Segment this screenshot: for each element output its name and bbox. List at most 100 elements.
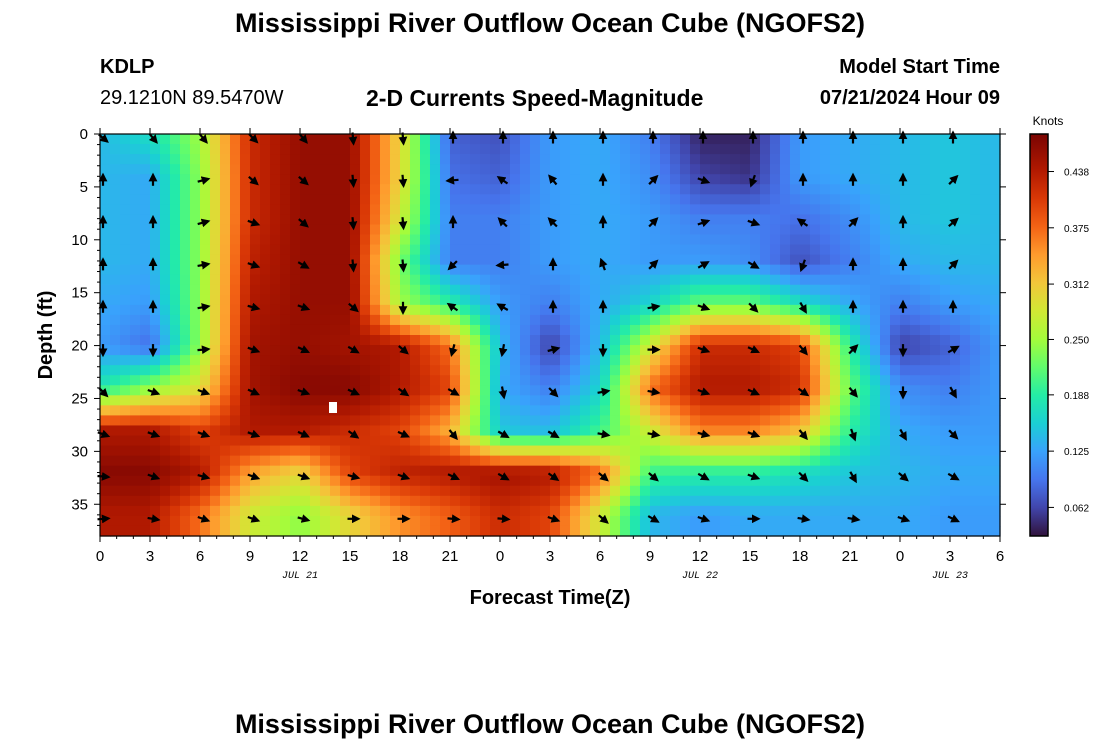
heatmap-cell — [250, 365, 261, 376]
heatmap-cell — [400, 294, 411, 306]
heatmap-cell — [360, 274, 371, 286]
heatmap-cell — [170, 254, 181, 266]
heatmap-cell — [140, 194, 151, 205]
heatmap-cell — [600, 355, 611, 366]
heatmap-cell — [200, 495, 211, 507]
heatmap-cell — [320, 224, 331, 236]
heatmap-cell — [870, 234, 881, 246]
heatmap-cell — [210, 475, 221, 487]
heatmap-cell — [570, 164, 581, 175]
heatmap-cell — [210, 515, 221, 527]
heatmap-cell — [330, 144, 341, 155]
heatmap-cell — [890, 365, 901, 376]
heatmap-cell — [960, 144, 971, 155]
heatmap-cell — [200, 505, 211, 517]
heatmap-cell — [830, 495, 841, 507]
heatmap-cell — [390, 164, 401, 175]
heatmap-cell — [590, 475, 601, 487]
heatmap-cell — [600, 324, 611, 336]
heatmap-cell — [960, 134, 971, 145]
heatmap-cell — [400, 144, 411, 155]
heatmap-cell — [720, 375, 731, 386]
heatmap-cell — [880, 294, 891, 306]
heatmap-cell — [920, 385, 931, 396]
heatmap-cell — [240, 485, 251, 497]
heatmap-cell — [500, 164, 511, 175]
heatmap-cell — [370, 204, 381, 215]
heatmap-cell — [570, 355, 581, 366]
heatmap-cell — [650, 314, 661, 326]
heatmap-cell — [340, 164, 351, 175]
heatmap-cell — [990, 284, 1001, 296]
heatmap-cell — [250, 435, 261, 447]
heatmap-cell — [270, 134, 281, 145]
heatmap-cell — [360, 214, 371, 226]
heatmap-cell — [190, 204, 201, 215]
heatmap-cell — [640, 234, 651, 246]
heatmap-cell — [400, 455, 411, 467]
heatmap-cell — [410, 345, 421, 356]
heatmap-cell — [780, 264, 791, 276]
heatmap-cell — [790, 405, 801, 416]
heatmap-cell — [440, 465, 451, 477]
heatmap-cell — [630, 475, 641, 487]
current-arrow — [747, 260, 760, 269]
heatmap-cell — [730, 465, 741, 477]
heatmap-cell — [740, 264, 751, 276]
heatmap-cell — [420, 375, 431, 386]
heatmap-cell — [430, 234, 441, 246]
heatmap-cell — [390, 234, 401, 246]
heatmap-cell — [630, 375, 641, 386]
heatmap-cell — [860, 415, 871, 427]
heatmap-cell — [520, 405, 531, 416]
heatmap-cell — [600, 314, 611, 326]
heatmap-cell — [900, 375, 911, 386]
heatmap-cell — [770, 294, 781, 306]
heatmap-cell — [220, 244, 231, 256]
heatmap-cell — [210, 304, 221, 316]
heatmap-cell — [550, 525, 561, 537]
heatmap-cell — [540, 204, 551, 215]
heatmap-cell — [110, 495, 121, 507]
heatmap-cell — [740, 244, 751, 256]
heatmap-cell — [480, 335, 491, 346]
heatmap-cell — [710, 485, 721, 497]
heatmap-cells — [100, 134, 1001, 537]
heatmap-cell — [370, 405, 381, 416]
heatmap-cell — [770, 164, 781, 175]
heatmap-cell — [770, 134, 781, 145]
heatmap-cell — [400, 194, 411, 205]
heatmap-cell — [630, 415, 641, 427]
heatmap-cell — [740, 164, 751, 175]
heatmap-cell — [610, 375, 621, 386]
heatmap-cell — [800, 224, 811, 236]
heatmap-cell — [350, 214, 361, 226]
heatmap-cell — [120, 204, 131, 215]
heatmap-cell — [880, 144, 891, 155]
heatmap-cell — [290, 445, 301, 457]
heatmap-cell — [630, 425, 641, 437]
heatmap-cell — [390, 335, 401, 346]
heatmap-cell — [340, 365, 351, 376]
heatmap-cell — [700, 435, 711, 447]
heatmap-cell — [990, 505, 1001, 517]
heatmap-cell — [680, 254, 691, 266]
heatmap-cell — [150, 164, 161, 175]
heatmap-cell — [490, 435, 501, 447]
heatmap-cell — [990, 405, 1001, 416]
heatmap-cell — [640, 465, 651, 477]
heatmap-cell — [620, 395, 631, 406]
heatmap-cell — [940, 515, 951, 527]
heatmap-cell — [490, 284, 501, 296]
heatmap-cell — [580, 415, 591, 427]
heatmap-cell — [190, 214, 201, 226]
heatmap-cell — [230, 355, 241, 366]
heatmap-cell — [380, 134, 391, 145]
heatmap-cell — [990, 304, 1001, 316]
heatmap-cell — [520, 294, 531, 306]
heatmap-cell — [480, 184, 491, 195]
heatmap-cell — [250, 234, 261, 246]
heatmap-cell — [550, 375, 561, 386]
heatmap-cell — [530, 244, 541, 256]
heatmap-cell — [260, 405, 271, 416]
